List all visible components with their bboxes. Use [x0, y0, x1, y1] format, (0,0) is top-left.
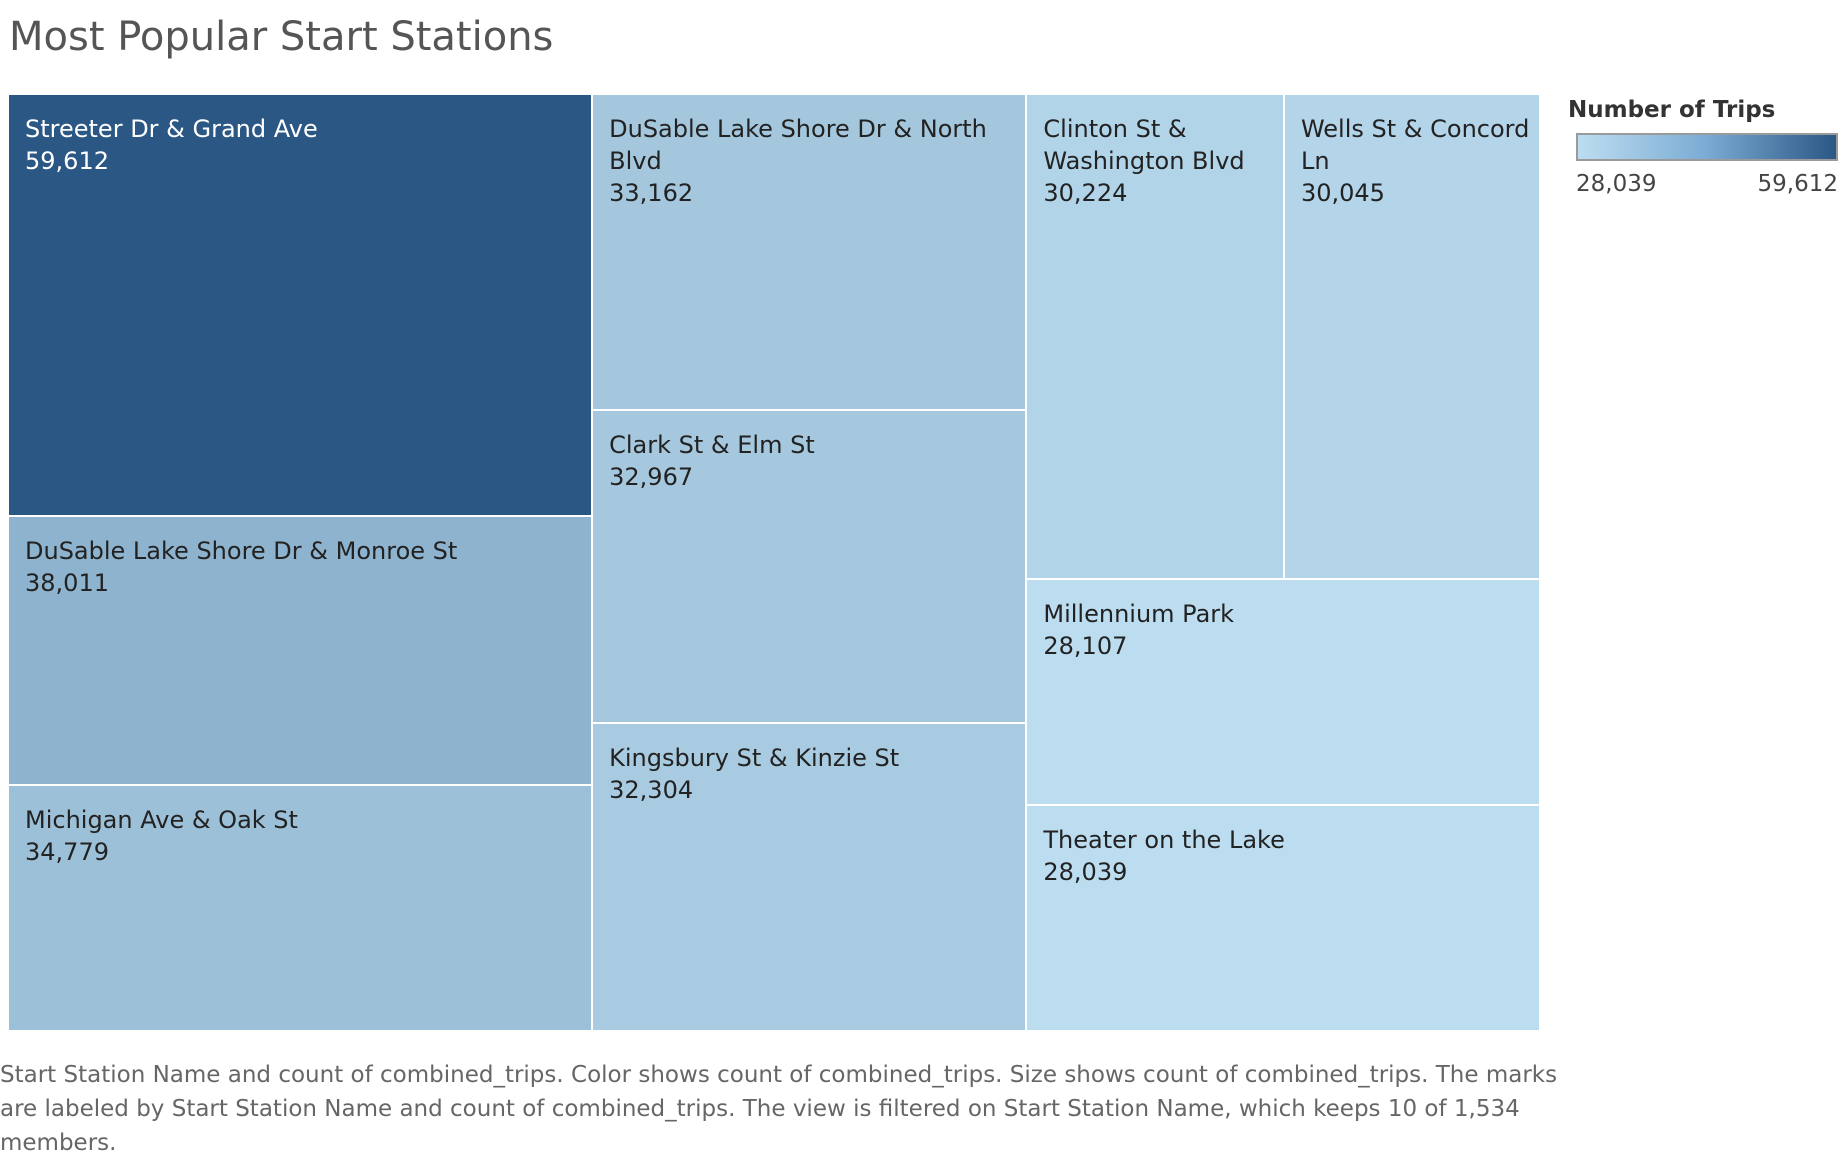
trip-count: 34,779 [25, 837, 109, 866]
treemap-tile[interactable]: Clark St & Elm St 32,967 [593, 410, 1028, 725]
treemap-tile[interactable]: Theater on the Lake 28,039 [1027, 806, 1541, 1032]
trip-count: 38,011 [25, 568, 109, 597]
trip-count: 28,107 [1043, 632, 1128, 661]
tile-label: Kingsbury St & Kinzie St 32,304 [609, 742, 1017, 806]
station-name: Theater on the Lake [1043, 826, 1285, 855]
station-name: Millennium Park [1043, 600, 1235, 629]
station-name: Clinton St & Washington Blvd [1043, 115, 1245, 175]
trip-count: 59,612 [25, 147, 109, 175]
station-name: Wells St & Concord Ln [1300, 115, 1530, 175]
tile-label: DuSable Lake Shore Dr & North Blvd 33,162 [609, 113, 1017, 209]
legend-gradient-bar [1576, 133, 1838, 161]
tile-label: Michigan Ave & Oak St 34,779 [25, 804, 583, 868]
legend-max-label: 59,612 [1757, 171, 1838, 197]
station-name: Streeter Dr & Grand Ave [25, 115, 318, 143]
treemap-tile[interactable]: DuSable Lake Shore Dr & North Blvd 33,162 [593, 95, 1028, 411]
station-name: Kingsbury St & Kinzie St [609, 744, 900, 773]
treemap-tile[interactable]: Kingsbury St & Kinzie St 32,304 [593, 724, 1028, 1032]
station-name: DuSable Lake Shore Dr & Monroe St [25, 536, 458, 565]
treemap-tile[interactable]: Clinton St & Washington Blvd 30,224 [1027, 95, 1285, 581]
treemap-tile[interactable]: Millennium Park 28,107 [1027, 580, 1541, 807]
color-legend: Number of Trips 28,039 59,612 [1568, 97, 1842, 197]
legend-min-label: 28,039 [1576, 171, 1657, 197]
station-name: Clark St & Elm St [609, 430, 815, 459]
tile-label: Clark St & Elm St 32,967 [609, 429, 1017, 493]
trip-count: 30,045 [1300, 179, 1385, 207]
chart-title: Most Popular Start Stations [9, 14, 554, 60]
trip-count: 30,224 [1043, 179, 1128, 207]
trip-count: 28,039 [1043, 858, 1128, 887]
treemap-tile[interactable]: DuSable Lake Shore Dr & Monroe St 38,011 [9, 516, 594, 786]
station-name: Michigan Ave & Oak St [25, 805, 298, 834]
station-name: DuSable Lake Shore Dr & North Blvd [609, 115, 987, 175]
tile-label: Theater on the Lake 28,039 [1043, 824, 1531, 888]
chart-caption: Start Station Name and count of combined… [0, 1062, 1558, 1156]
trip-count: 32,304 [609, 776, 694, 805]
legend-title: Number of Trips [1568, 97, 1776, 123]
treemap: Streeter Dr & Grand Ave 59,612 DuSable Lak… [9, 95, 1541, 1032]
tile-label: Millennium Park 28,107 [1043, 598, 1531, 662]
tile-label: Streeter Dr & Grand Ave 59,612 [25, 113, 583, 177]
trip-count: 33,162 [609, 179, 694, 207]
treemap-tile[interactable]: Wells St & Concord Ln 30,045 [1284, 95, 1541, 581]
treemap-tile[interactable]: Michigan Ave & Oak St 34,779 [9, 785, 594, 1032]
trip-count: 32,967 [609, 462, 694, 491]
tile-label: Clinton St & Washington Blvd 30,224 [1043, 113, 1275, 209]
tile-label: Wells St & Concord Ln 30,045 [1301, 113, 1531, 209]
treemap-tile[interactable]: Streeter Dr & Grand Ave 59,612 [9, 95, 594, 517]
tile-label: DuSable Lake Shore Dr & Monroe St 38,011 [25, 535, 583, 599]
